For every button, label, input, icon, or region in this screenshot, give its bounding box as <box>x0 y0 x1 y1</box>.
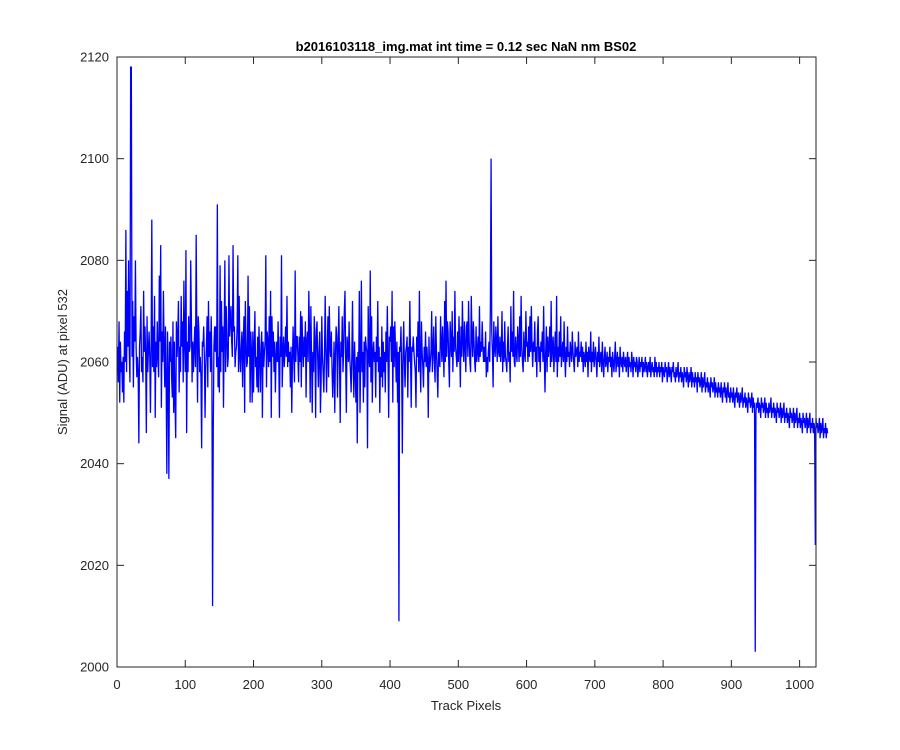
y-axis-label: Signal (ADU) at pixel 532 <box>55 289 70 435</box>
x-tick-label: 300 <box>311 677 333 692</box>
x-tick-label: 500 <box>447 677 469 692</box>
y-tick-label: 2020 <box>80 558 109 573</box>
y-tick-label: 2060 <box>80 355 109 370</box>
x-tick-label: 100 <box>174 677 196 692</box>
x-tick-label: 400 <box>379 677 401 692</box>
x-tick-label: 600 <box>516 677 538 692</box>
x-tick-label: 200 <box>243 677 265 692</box>
x-tick-label: 0 <box>113 677 120 692</box>
y-tick-label: 2080 <box>80 253 109 268</box>
x-tick-label: 800 <box>652 677 674 692</box>
plot-area <box>116 56 829 668</box>
x-axis: 0 100 200 300 400 500 600 700 800 900 1000 <box>113 57 814 692</box>
x-tick-label: 1000 <box>785 677 814 692</box>
chart-title: b2016103118_img.mat int time = 0.12 sec … <box>296 39 637 54</box>
y-tick-label: 2040 <box>80 456 109 471</box>
y-axis: 2000 2020 2040 2060 2080 2100 2120 <box>80 50 816 675</box>
series-line-1 <box>117 66 829 652</box>
x-tick-label: 700 <box>584 677 606 692</box>
y-tick-label: 2120 <box>80 50 109 65</box>
x-tick-label: 900 <box>721 677 743 692</box>
y-tick-label: 2000 <box>80 660 109 675</box>
y-tick-label: 2100 <box>80 151 109 166</box>
x-axis-label: Track Pixels <box>431 698 502 713</box>
